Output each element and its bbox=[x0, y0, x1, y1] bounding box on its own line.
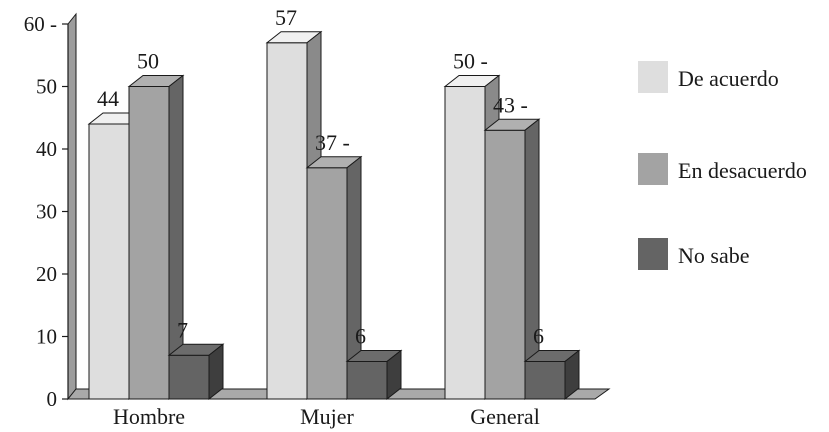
legend-swatch bbox=[638, 238, 668, 270]
x-axis-category-label: Hombre bbox=[113, 404, 185, 429]
bar-front bbox=[168, 354, 210, 400]
bar-front bbox=[444, 86, 486, 400]
data-label: 6 bbox=[355, 324, 366, 349]
bar-front bbox=[346, 361, 388, 400]
bar-front bbox=[266, 42, 308, 400]
bar bbox=[345, 349, 403, 401]
bar-side bbox=[386, 349, 402, 401]
y-axis-tick-label: 20 bbox=[36, 262, 57, 286]
legend-label: De acuerdo bbox=[678, 66, 779, 91]
bar bbox=[305, 155, 363, 401]
y-axis-tick-label: 60 - bbox=[24, 12, 57, 36]
legend-swatch bbox=[638, 153, 668, 185]
data-labels-layer: 44 50 7 57 37 - 6 50 -43 - 6 bbox=[97, 5, 544, 349]
bar-front bbox=[484, 129, 526, 400]
data-label: 50 bbox=[137, 49, 159, 74]
x-axis-category-labels: Hombre Mujer General bbox=[113, 404, 540, 429]
data-label: 43 - bbox=[493, 92, 528, 117]
y-axis-tick-label: 50 bbox=[36, 75, 57, 99]
legend: De acuerdo En desacuerdo No sabe bbox=[638, 61, 807, 270]
data-label: 57 bbox=[275, 5, 297, 30]
data-label: 50 - bbox=[453, 49, 488, 74]
bar-side bbox=[564, 349, 580, 401]
chart-back-wall bbox=[67, 12, 77, 401]
data-label: 44 bbox=[97, 86, 119, 111]
y-axis-tick-label: 10 bbox=[36, 325, 57, 349]
bar bbox=[167, 343, 225, 401]
data-label: 37 - bbox=[315, 130, 350, 155]
y-axis-tick-label: 30 bbox=[36, 200, 57, 224]
legend-label: No sabe bbox=[678, 243, 749, 268]
x-axis-category-label: Mujer bbox=[300, 404, 354, 429]
bar-front bbox=[128, 86, 170, 400]
bar bbox=[483, 118, 541, 401]
data-label: 6 bbox=[533, 324, 544, 349]
legend-label: En desacuerdo bbox=[678, 158, 807, 183]
bar bbox=[127, 74, 185, 401]
bars-layer bbox=[87, 30, 581, 401]
y-axis-tick-label: 0 bbox=[47, 387, 58, 411]
bar-front bbox=[88, 123, 130, 400]
legend-swatch bbox=[638, 61, 668, 93]
y-axis: 0 10 20 30 40 50 60 - bbox=[24, 12, 69, 411]
legend-item: En desacuerdo bbox=[638, 153, 807, 185]
legend-item: De acuerdo bbox=[638, 61, 779, 93]
bar bbox=[523, 349, 581, 401]
bar-front bbox=[524, 361, 566, 400]
bar-front bbox=[306, 167, 348, 400]
data-label: 7 bbox=[177, 317, 188, 342]
y-axis-tick-label: 40 bbox=[36, 137, 57, 161]
bar-side bbox=[208, 343, 224, 401]
legend-item: No sabe bbox=[638, 238, 749, 270]
x-axis-category-label: General bbox=[470, 404, 540, 429]
